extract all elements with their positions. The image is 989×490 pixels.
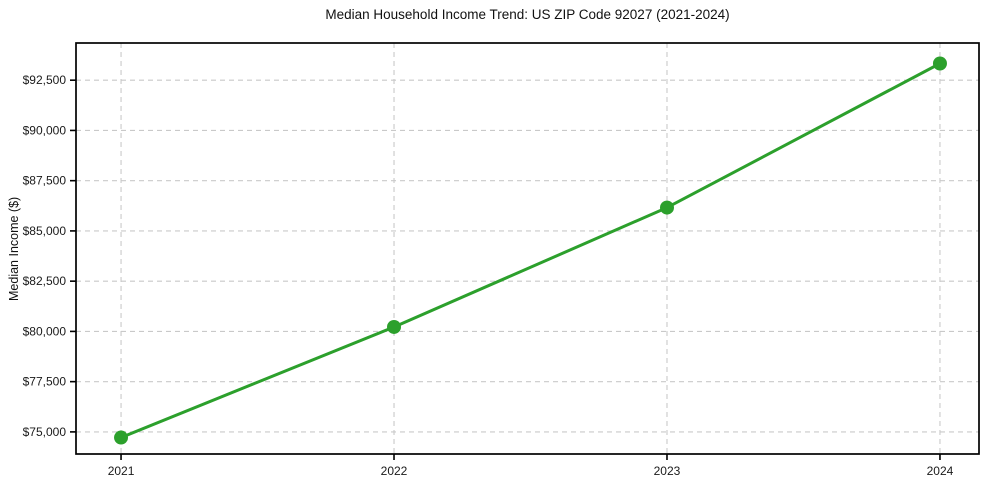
y-tick-label: $80,000	[23, 324, 67, 338]
y-tick-label: $85,000	[23, 224, 67, 238]
x-tick-label: 2024	[927, 464, 954, 478]
y-tick-label: $92,500	[23, 73, 67, 87]
trend-line	[119, 61, 942, 440]
data-point-2021	[114, 430, 129, 445]
y-tick-label: $75,000	[23, 425, 67, 439]
chart-title: Median Household Income Trend: US ZIP Co…	[325, 7, 730, 22]
y-tick-label: $90,000	[23, 123, 67, 137]
x-tick-label: 2022	[381, 464, 408, 478]
x-tick-label: 2023	[654, 464, 681, 478]
plot-border	[75, 42, 980, 455]
y-tick-label: $87,500	[23, 174, 67, 188]
x-tick-label: 2021	[108, 464, 135, 478]
y-tick-label: $77,500	[23, 375, 67, 389]
data-point-2023	[659, 200, 674, 215]
data-point-2022	[387, 319, 402, 334]
y-tick-label: $82,500	[23, 274, 67, 288]
data-point-2024	[932, 56, 947, 71]
